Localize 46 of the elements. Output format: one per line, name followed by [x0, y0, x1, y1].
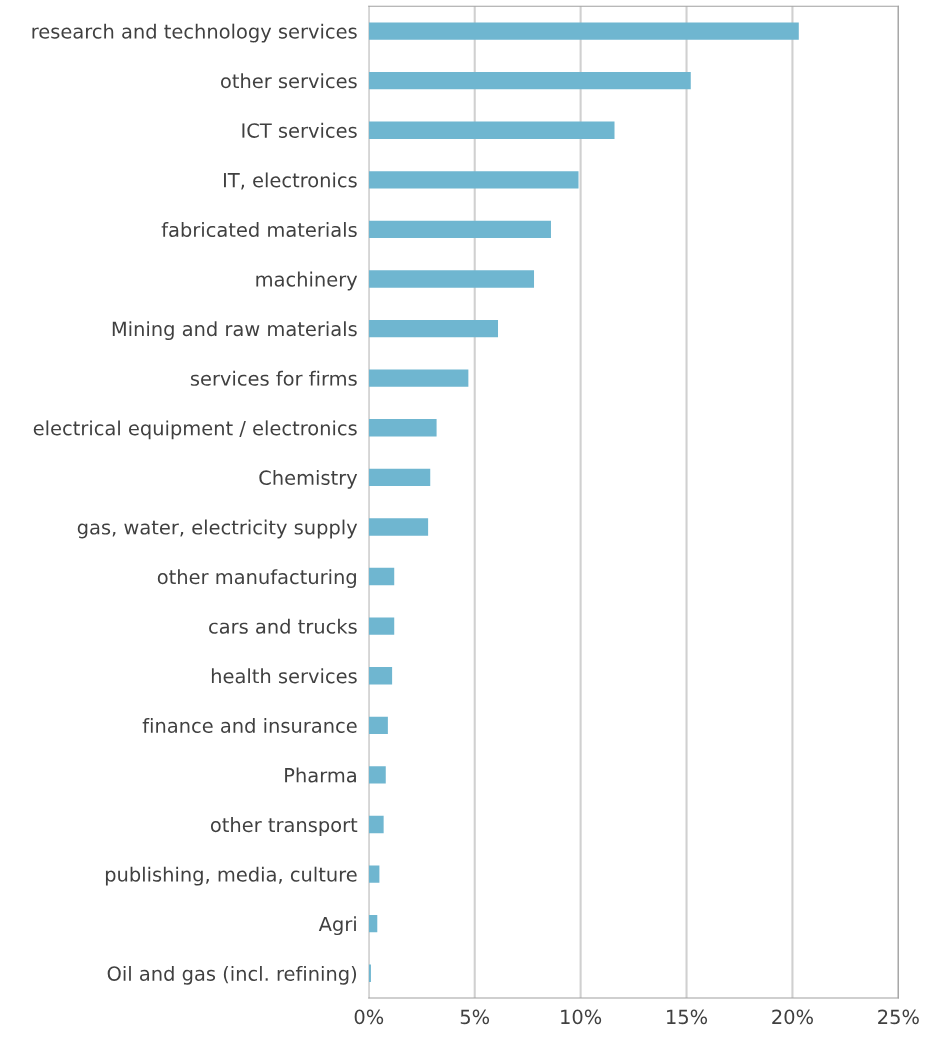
y-tick-label: machinery: [256, 271, 358, 291]
bar: [368, 71, 691, 90]
bar: [368, 22, 799, 40]
y-tick-label: IT, electronics: [223, 172, 357, 190]
bar: [368, 964, 371, 982]
y-tick-label: health services: [211, 668, 357, 684]
y-tick-label: other services: [221, 73, 357, 89]
bar: [368, 667, 393, 685]
y-tick-label: Pharma: [285, 767, 356, 783]
x-tick-label: 25%: [878, 1009, 919, 1025]
y-tick-label: research and technology services: [32, 23, 357, 43]
y-tick-label: Mining and raw materials: [112, 321, 357, 341]
bar: [368, 270, 535, 288]
bar: [368, 567, 395, 586]
x-tick-label: 15%: [667, 1009, 708, 1025]
bar: [368, 121, 615, 139]
x-tick-label: 5%: [460, 1009, 490, 1025]
bar: [368, 319, 499, 338]
y-tick-label: electrical equipment / electronics: [33, 420, 357, 440]
y-tick-label: Chemistry: [259, 469, 358, 489]
x-tick-label: 20%: [772, 1009, 813, 1025]
bar: [368, 815, 384, 834]
y-tick-label: other manufacturing: [157, 569, 356, 588]
y-tick-label: finance and insurance: [142, 717, 357, 733]
y-tick-label: publishing, media, culture: [105, 866, 357, 886]
bar: [368, 220, 551, 239]
y-tick-label: fabricated materials: [161, 222, 357, 238]
y-tick-label: ICT services: [242, 122, 357, 138]
y-tick-label: Agri: [318, 916, 356, 936]
bar: [368, 171, 579, 189]
y-tick-label: cars and trucks: [209, 618, 357, 634]
x-tick-label: 10%: [561, 1009, 602, 1025]
bar: [368, 915, 378, 933]
y-tick-label: services for firms: [190, 370, 357, 386]
bar: [368, 766, 386, 784]
x-tick-label: 0%: [354, 1009, 384, 1025]
y-tick-label: other transport: [210, 817, 358, 836]
y-tick-label: gas, water, electricity supply: [77, 519, 358, 539]
bar: [368, 865, 380, 883]
bar: [368, 518, 429, 536]
bar: [368, 419, 437, 437]
bar: [368, 716, 388, 734]
bar: [368, 617, 395, 635]
y-tick-label: Oil and gas (incl. refining): [107, 965, 357, 985]
bar: [368, 468, 431, 487]
bar: [368, 369, 469, 387]
